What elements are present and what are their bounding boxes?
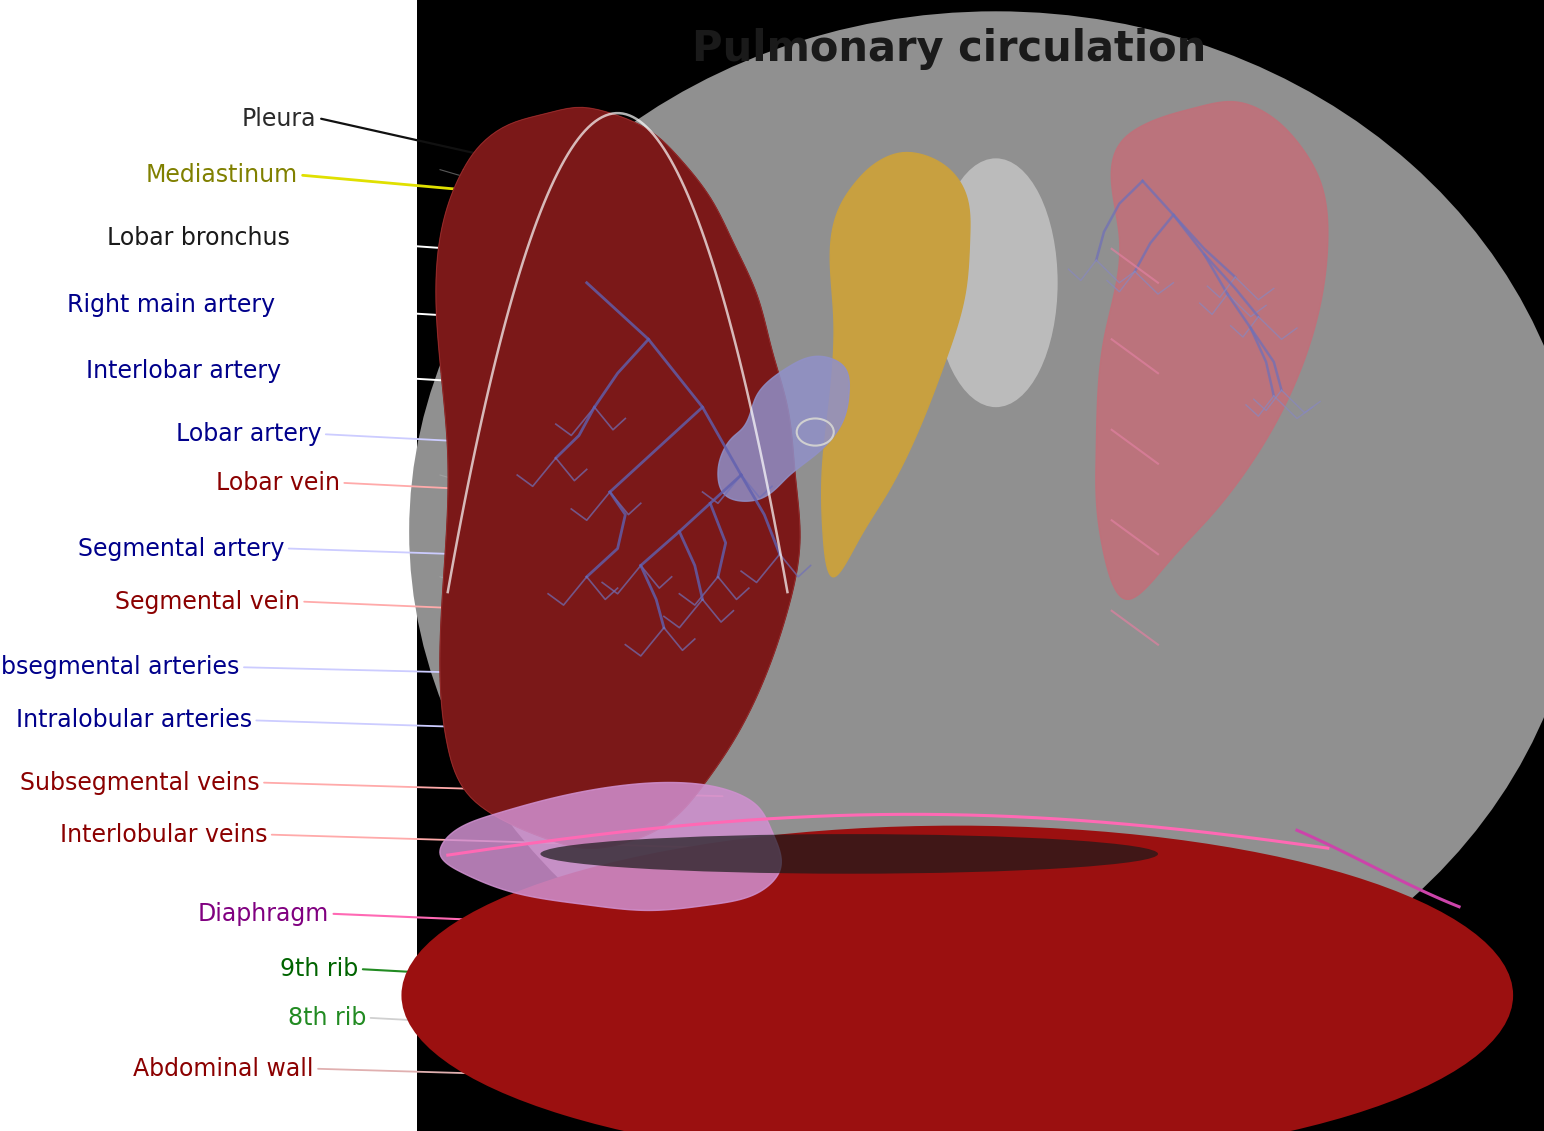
Polygon shape — [821, 153, 970, 577]
Polygon shape — [1096, 102, 1328, 599]
Polygon shape — [435, 107, 800, 848]
Text: Lobar bronchus: Lobar bronchus — [108, 225, 290, 250]
Text: Mediastinum: Mediastinum — [145, 163, 298, 188]
Text: Abdominal wall: Abdominal wall — [133, 1056, 313, 1081]
Text: Pleura: Pleura — [242, 106, 317, 131]
Ellipse shape — [409, 11, 1544, 1052]
Ellipse shape — [401, 826, 1513, 1131]
Text: 8th rib: 8th rib — [287, 1005, 366, 1030]
Text: Subsegmental arteries: Subsegmental arteries — [0, 655, 239, 680]
Text: Lobar vein: Lobar vein — [216, 470, 340, 495]
Ellipse shape — [540, 835, 1158, 874]
Text: 9th rib: 9th rib — [279, 957, 358, 982]
Ellipse shape — [934, 158, 1058, 407]
Text: Interlobar artery: Interlobar artery — [86, 359, 281, 383]
Polygon shape — [718, 356, 849, 501]
Text: Lobar artery: Lobar artery — [176, 422, 321, 447]
Polygon shape — [440, 783, 781, 910]
Bar — [417, 0, 1544, 1131]
Text: Subsegmental veins: Subsegmental veins — [20, 770, 259, 795]
Text: Intralobular arteries: Intralobular arteries — [15, 708, 252, 733]
Text: Right main artery: Right main artery — [66, 293, 275, 318]
Text: Segmental artery: Segmental artery — [77, 536, 284, 561]
Text: Diaphragm: Diaphragm — [198, 901, 329, 926]
Text: Interlobular veins: Interlobular veins — [60, 822, 267, 847]
Text: Segmental vein: Segmental vein — [114, 589, 300, 614]
Text: Pulmonary circulation: Pulmonary circulation — [692, 28, 1207, 70]
